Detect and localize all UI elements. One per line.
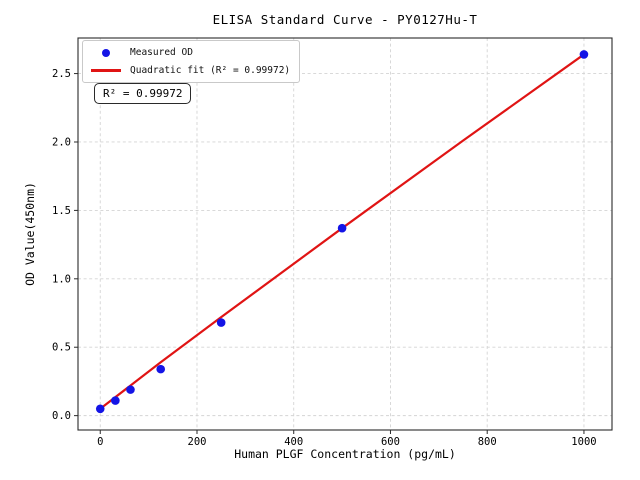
y-tick-label: 1.5 — [52, 205, 71, 217]
x-tick-label: 800 — [478, 436, 497, 448]
x-axis-label: Human PLGF Concentration (pg/mL) — [234, 447, 456, 461]
measured-od-data-point — [111, 396, 120, 405]
measured-od-data-point — [579, 50, 589, 59]
x-tick-label: 200 — [188, 436, 207, 448]
x-tick-label: 400 — [284, 436, 303, 448]
measured-od-data-point — [95, 404, 105, 414]
chart-title: ELISA Standard Curve - PY0127Hu-T — [212, 12, 478, 27]
measured-od-data-point — [126, 385, 135, 394]
y-tick-label: 0.0 — [52, 410, 71, 422]
x-tick-label: 1000 — [571, 436, 596, 448]
legend-marker-cell — [88, 69, 124, 72]
y-tick-label: 2.0 — [52, 136, 71, 148]
y-tick-label: 2.5 — [52, 68, 71, 80]
legend-marker-cell — [88, 48, 124, 57]
measured-od-dot-marker-icon — [102, 48, 110, 57]
legend-label-quadratic-fit: Quadratic fit (R² = 0.99972) — [130, 65, 291, 76]
x-tick-label: 0 — [97, 436, 103, 448]
x-tick-label: 600 — [381, 436, 400, 448]
legend-entry-quadratic-fit: Quadratic fit (R² = 0.99972) — [88, 63, 290, 78]
legend-entry-measured-od: Measured OD — [88, 45, 290, 60]
plot-border — [77, 37, 613, 431]
y-tick-label: 0.5 — [52, 342, 71, 354]
quadratic-fit-line — [99, 53, 586, 410]
y-tick-label: 1.0 — [52, 273, 71, 285]
legend: Measured OD Quadratic fit (R² = 0.99972) — [82, 40, 301, 83]
r-squared-annotation: R² = 0.99972 — [94, 83, 192, 104]
quadratic-fit-line-marker-icon — [91, 69, 121, 72]
measured-od-data-point — [337, 223, 347, 233]
measured-od-data-point — [216, 318, 226, 327]
measured-od-data-point — [156, 364, 166, 374]
y-axis-label: OD Value(450nm) — [23, 182, 37, 286]
legend-label-measured-od: Measured OD — [130, 47, 193, 58]
